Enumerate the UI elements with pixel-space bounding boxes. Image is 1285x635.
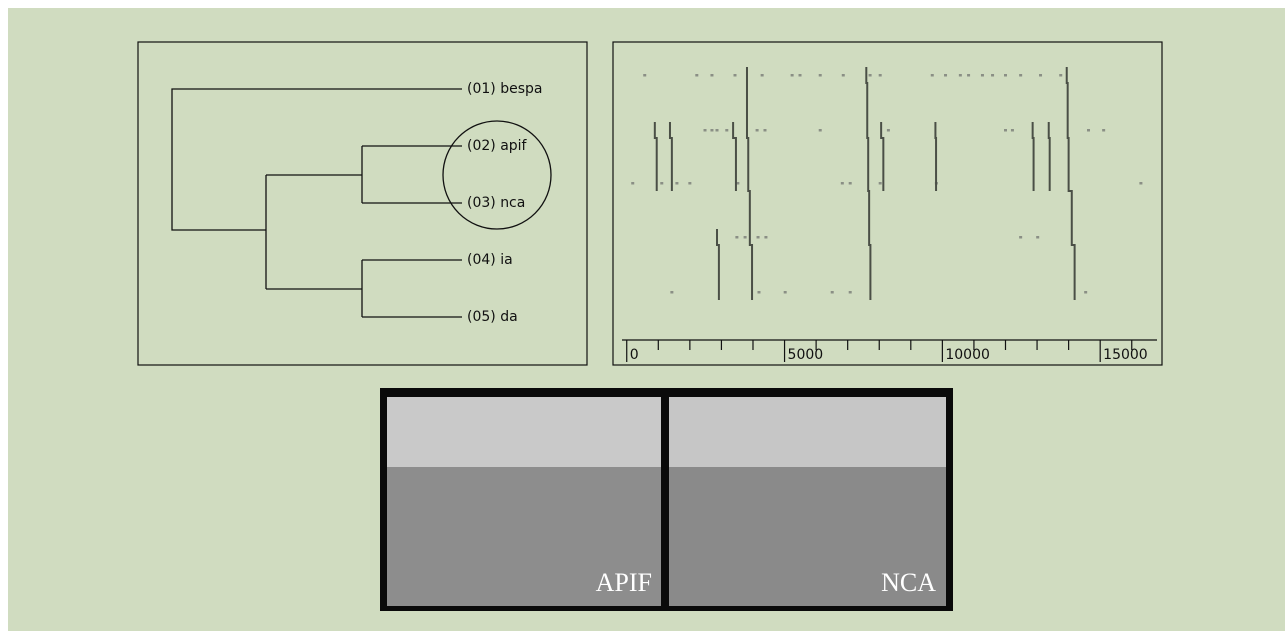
event [761,74,764,77]
leaf-label: (04) ia [467,252,513,268]
event [1011,129,1014,132]
pattern-occurrence [935,122,936,191]
event [1087,129,1090,132]
event [716,129,719,132]
event [675,182,678,185]
event [757,236,760,239]
event [764,236,767,239]
event [849,182,852,185]
event [1059,74,1062,77]
event [1036,236,1039,239]
pattern-occurrence [1049,122,1050,191]
event [733,74,736,77]
event [991,74,994,77]
photo-wall [669,397,946,467]
event [1019,236,1022,239]
event [887,129,890,132]
event [1004,74,1007,77]
pattern-occurrence [1033,122,1034,191]
event [791,74,794,77]
event [981,74,984,77]
event [831,291,834,294]
x-tick-label: 5000 [788,347,824,363]
event [841,182,844,185]
event [744,236,747,239]
event [799,74,802,77]
event [967,74,970,77]
leaf-label: (03) nca [467,195,525,211]
leaf-label: (01) bespa [467,81,542,97]
event [756,129,759,132]
event [869,74,872,77]
event [819,129,822,132]
event [710,129,713,132]
event [710,74,713,77]
event [879,74,882,77]
event [735,236,738,239]
leaf-label: (05) da [467,309,518,325]
event [784,291,787,294]
x-tick-label: 0 [630,347,639,363]
event [688,182,691,185]
x-tick-label: 10000 [945,347,990,363]
event [763,129,766,132]
photo-wall [387,397,661,467]
event [1084,291,1087,294]
photo-label: NCA [881,568,936,597]
figure-canvas: APIF NCA (01) bespa (02) apif (03) nca (04)… [0,0,1285,631]
event [819,74,822,77]
event [1139,182,1142,185]
event [1004,129,1007,132]
figure: APIF NCA (01) bespa (02) apif (03) nca (04)… [0,0,1285,631]
photo-label: APIF [596,568,652,597]
event [631,182,634,185]
event [1039,74,1042,77]
event [670,291,673,294]
event [660,182,663,185]
event [842,74,845,77]
event [879,182,882,185]
event [1019,74,1022,77]
event [695,74,698,77]
event [849,291,852,294]
event [931,74,934,77]
event [725,129,728,132]
event [757,291,760,294]
event [1102,129,1105,132]
event [704,129,707,132]
leaf-label: (02) apif [467,138,528,154]
event [959,74,962,77]
x-tick-label: 15000 [1103,347,1148,363]
event [643,74,646,77]
event [944,74,947,77]
